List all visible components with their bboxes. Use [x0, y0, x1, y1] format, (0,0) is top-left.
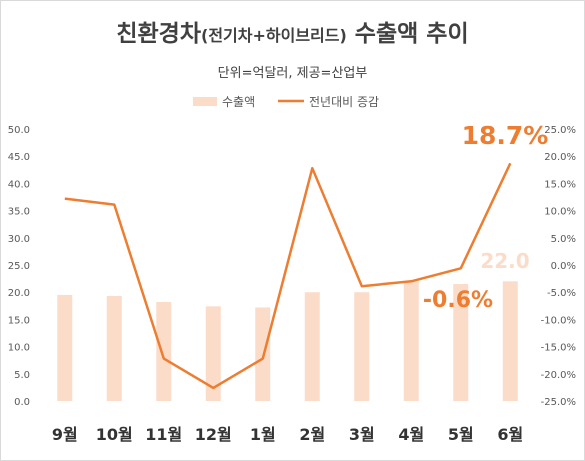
legend-bar-label: 수출액 [222, 95, 255, 109]
right-tick-label: -15.0% [541, 343, 576, 354]
right-tick-label: 0.0% [551, 261, 576, 272]
right-tick-label: 15.0% [544, 179, 576, 190]
x-tick-label: 3월 [349, 425, 375, 444]
x-tick-label: 11월 [145, 425, 182, 444]
right-tick-label: -10.0% [541, 315, 576, 326]
data-label: -0.6% [423, 288, 493, 313]
x-tick-label: 1월 [250, 425, 276, 444]
right-axis-ticks: -25.0% -20.0% -15.0% -10.0% -5.0% 0.0% 5.0% 10.… [541, 125, 576, 408]
x-tick-label: 10월 [96, 425, 133, 444]
legend-bar-swatch [193, 97, 217, 106]
bar-series [57, 281, 518, 401]
legend-line-label: 전년대비 증감 [309, 95, 379, 109]
series-line [64, 162, 512, 390]
right-tick-label: 5.0% [551, 234, 576, 245]
bar [354, 292, 370, 401]
x-tick-label: 5월 [448, 425, 474, 444]
title-main-b: 수출액 추이 [346, 21, 469, 47]
left-tick-label: 15.0 [8, 315, 30, 326]
bar [403, 281, 419, 401]
chart-title: 친환경차(전기차+하이브리드) 수출액 추이 [0, 14, 585, 48]
bar [453, 284, 469, 401]
title-paren: (전기차+하이브리드) [201, 26, 347, 45]
left-tick-label: 10.0 [8, 343, 30, 354]
left-tick-label: 30.0 [8, 234, 30, 245]
line-series [64, 162, 512, 390]
bar [156, 301, 172, 401]
left-tick-label: 0.0 [14, 397, 30, 408]
right-tick-label: 10.0% [544, 207, 576, 218]
right-tick-label: -5.0% [547, 288, 576, 299]
right-tick-label: 25.0% [544, 125, 576, 136]
x-tick-label: 6월 [497, 425, 523, 444]
legend: 수출액 전년대비 증감 [193, 95, 379, 109]
bar [304, 292, 320, 401]
left-tick-label: 40.0 [8, 179, 30, 190]
left-axis-ticks: 0.0 5.0 10.0 15.0 20.0 25.0 30.0 35.0 40.0 45.0 50… [8, 125, 30, 408]
bar [106, 296, 122, 401]
left-tick-label: 20.0 [8, 288, 30, 299]
x-tick-label: 4월 [398, 425, 424, 444]
x-tick-label: 12월 [195, 425, 232, 444]
right-tick-label: -25.0% [541, 397, 576, 408]
x-axis-ticks: 9월 10월 11월 12월 1월 2월 3월 4월 5월 6월 [52, 425, 523, 444]
left-tick-label: 45.0 [8, 152, 30, 163]
bar [57, 294, 73, 401]
right-tick-label: 20.0% [544, 152, 576, 163]
annotations: 18.7% 22.0 -0.6% [423, 121, 548, 313]
bar [502, 281, 518, 401]
data-label: 22.0 [480, 249, 529, 273]
title-main-a: 친환경차 [116, 21, 201, 47]
right-tick-label: -20.0% [541, 370, 576, 381]
x-tick-label: 9월 [52, 425, 78, 444]
left-tick-label: 5.0 [14, 370, 30, 381]
x-tick-label: 2월 [299, 425, 325, 444]
left-tick-label: 50.0 [8, 125, 30, 136]
left-tick-label: 35.0 [8, 207, 30, 218]
data-label: 18.7% [462, 121, 549, 150]
bar [205, 306, 221, 401]
chart-subtitle: 단위=억달러, 제공=산업부 [217, 66, 368, 81]
left-tick-label: 25.0 [8, 261, 30, 272]
